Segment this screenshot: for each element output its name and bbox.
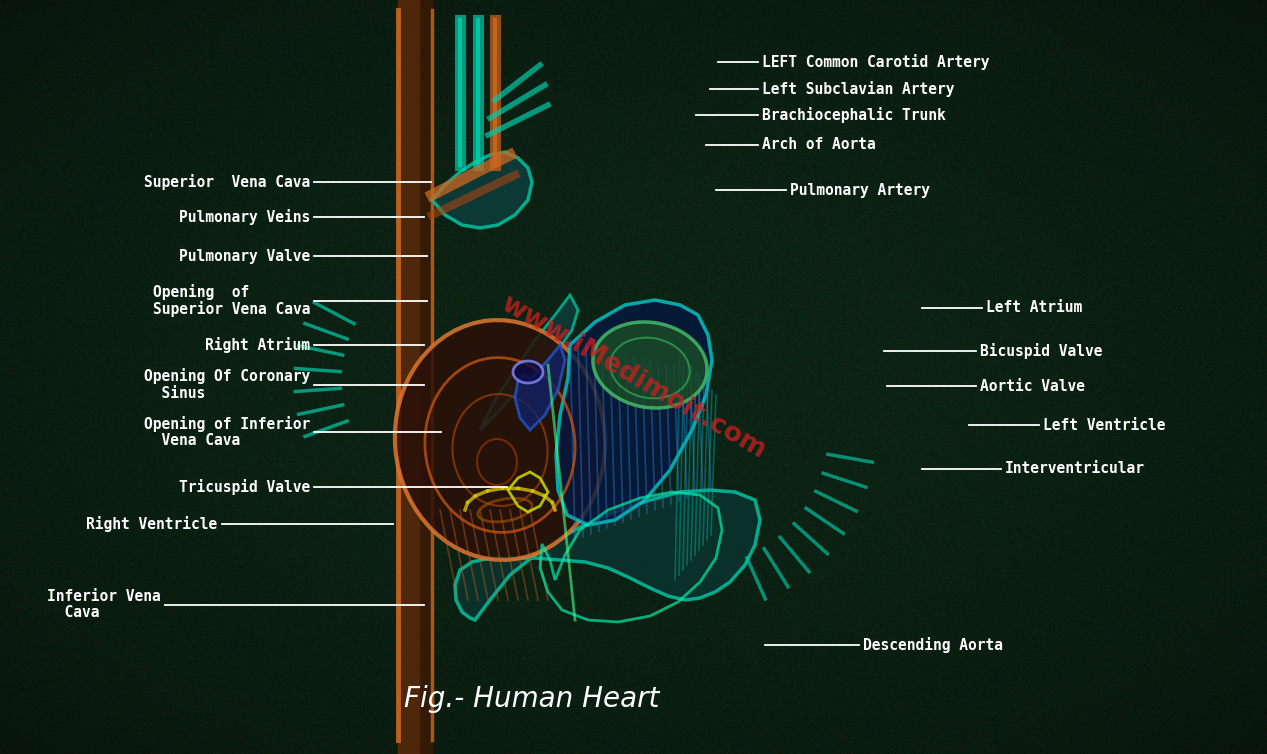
Text: Opening  of
Superior Vena Cava: Opening of Superior Vena Cava [153,284,310,317]
Text: Pulmonary Veins: Pulmonary Veins [179,209,310,225]
Text: www.iMedimoit.com: www.iMedimoit.com [497,290,770,464]
Ellipse shape [513,361,544,383]
Text: Inferior Vena
  Cava: Inferior Vena Cava [47,589,161,621]
Text: LEFT Common Carotid Artery: LEFT Common Carotid Artery [761,54,990,70]
Polygon shape [432,152,532,228]
Text: Bicuspid Valve: Bicuspid Valve [979,343,1102,360]
Text: Tricuspid Valve: Tricuspid Valve [179,479,310,495]
Polygon shape [514,345,565,430]
Text: Opening Of Coronary
  Sinus: Opening Of Coronary Sinus [144,369,310,400]
Text: Pulmonary Valve: Pulmonary Valve [179,249,310,264]
Text: Right Ventricle: Right Ventricle [86,516,218,532]
Ellipse shape [395,320,606,560]
Text: Pulmonary Artery: Pulmonary Artery [789,182,930,198]
Text: Fig.- Human Heart: Fig.- Human Heart [404,685,660,713]
Text: Aortic Valve: Aortic Valve [979,379,1085,394]
Text: Brachiocephalic Trunk: Brachiocephalic Trunk [761,107,945,124]
Text: Opening of Inferior
  Vena Cava: Opening of Inferior Vena Cava [144,416,310,448]
Polygon shape [480,295,578,430]
Polygon shape [556,300,712,525]
Text: Descending Aorta: Descending Aorta [863,636,1003,653]
Text: Interventricular: Interventricular [1005,461,1145,477]
Text: Left Atrium: Left Atrium [986,300,1082,315]
Text: Superior  Vena Cava: Superior Vena Cava [144,174,310,191]
Text: Left Ventricle: Left Ventricle [1043,418,1166,433]
Text: Left Subclavian Artery: Left Subclavian Artery [761,81,954,97]
Text: Arch of Aorta: Arch of Aorta [761,137,875,152]
Text: Right Atrium: Right Atrium [205,336,310,353]
Ellipse shape [593,322,707,408]
Polygon shape [455,490,760,620]
